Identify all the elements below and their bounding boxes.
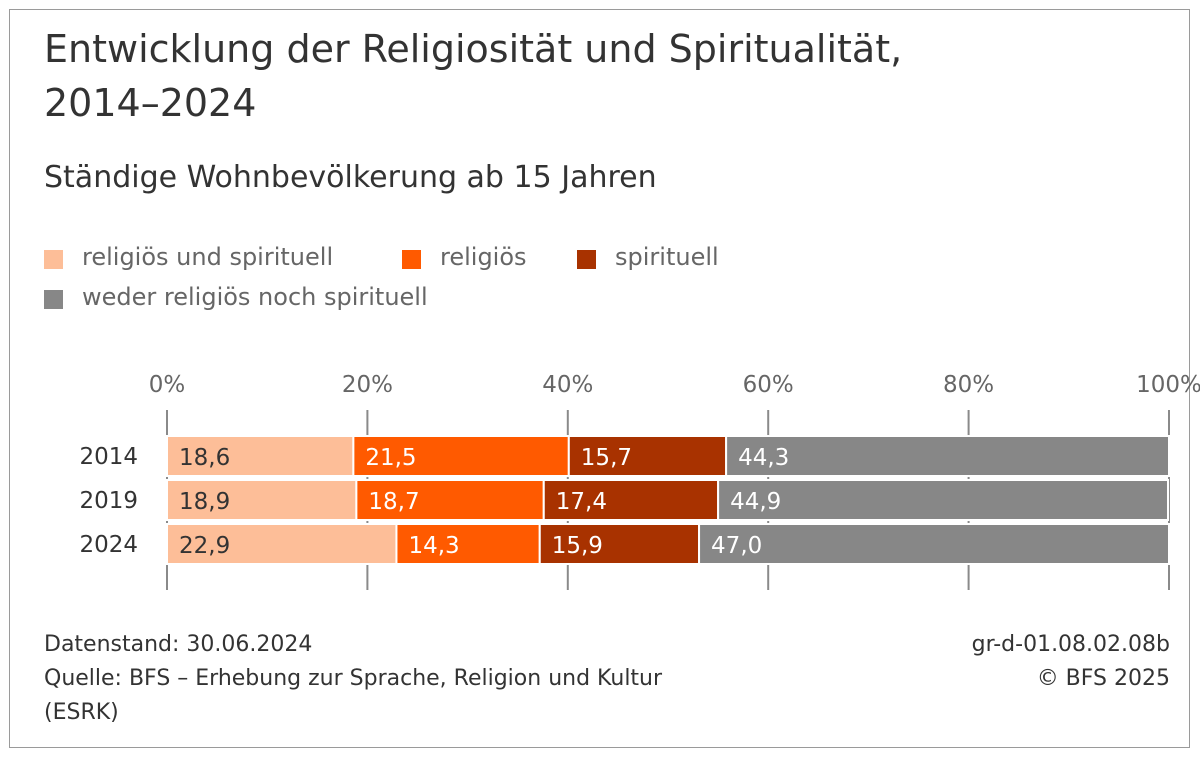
copyright: © BFS 2025	[1036, 666, 1170, 691]
bar-value-label: 15,9	[552, 533, 603, 559]
source-line-1: Quelle: BFS – Erhebung zur Sprache, Reli…	[44, 666, 663, 691]
legend-item-spirituell: spirituell	[577, 240, 777, 274]
bar-value-label: 44,9	[730, 489, 781, 515]
bar-segment	[538, 523, 701, 565]
category-label: 2014	[79, 444, 138, 470]
bar-segment	[698, 523, 1170, 565]
legend-label: religiös	[440, 243, 527, 271]
footer-meta: gr-d-01.08.02.08b © BFS 2025	[972, 628, 1170, 696]
bar-segment	[725, 435, 1171, 477]
x-tick-label: 0%	[149, 372, 186, 398]
x-tick-label: 20%	[342, 372, 393, 398]
chart-title-line-1: Entwicklung der Religiosität und Spiritu…	[44, 27, 903, 71]
chart-frame	[9, 9, 1190, 748]
legend-row-2: weder religiös noch spirituell	[44, 280, 944, 314]
bar-segment	[166, 479, 358, 521]
bar-segment	[542, 479, 720, 521]
bar-value-label: 18,9	[179, 489, 230, 515]
x-tick-label: 60%	[743, 372, 794, 398]
bar-series	[166, 435, 1171, 565]
legend-row-1: religiös und spirituell religiös spiritu…	[44, 240, 944, 274]
legend-swatch	[577, 250, 596, 269]
legend-item-religioes-und-spirituell: religiös und spirituell	[44, 240, 384, 274]
bar-segment	[355, 479, 545, 521]
legend-swatch	[44, 250, 63, 269]
chart-title: Entwicklung der Religiosität und Spiritu…	[44, 22, 1164, 130]
legend-label: spirituell	[615, 243, 719, 271]
legend-item-weder-religioes-noch-spirituell: weder religiös noch spirituell	[44, 280, 544, 314]
x-tick-label: 40%	[542, 372, 593, 398]
bar-segment	[166, 435, 355, 477]
legend-swatch	[44, 290, 63, 309]
chart-title-line-2: 2014–2024	[44, 81, 257, 125]
x-axis-tick-labels: 0% 20% 40% 60% 80% 100%	[149, 372, 1200, 398]
bar-segment	[717, 479, 1169, 521]
bar-segment	[166, 523, 398, 565]
category-label: 2024	[79, 532, 138, 558]
bar-value-label: 18,6	[179, 445, 230, 471]
bar-value-label: 22,9	[179, 533, 230, 559]
bar-value-label: 44,3	[738, 445, 789, 471]
legend-label: religiös und spirituell	[82, 243, 334, 271]
y-axis-category-labels: 2014 2019 2024	[79, 444, 138, 558]
chart-code: gr-d-01.08.02.08b	[971, 632, 1170, 657]
data-status: Datenstand: 30.06.2024	[44, 632, 313, 657]
bar-value-label: 15,7	[581, 445, 632, 471]
bar-value-label: 47,0	[711, 533, 762, 559]
bar-value-label: 18,7	[368, 489, 419, 515]
legend-item-religioes: religiös	[402, 240, 572, 274]
bar-value-label: 17,4	[556, 489, 607, 515]
bar-segment	[567, 435, 728, 477]
category-label: 2019	[79, 488, 138, 514]
footer-source: Datenstand: 30.06.2024 Quelle: BFS – Erh…	[44, 628, 824, 730]
bar-value-label: 21,5	[365, 445, 416, 471]
bar-value-label: 14,3	[408, 533, 459, 559]
bar-data-labels: 18,6 21,5 15,7 44,3 18,9 18,7 17,4 44,9 22,9 14,3…	[179, 445, 789, 559]
chart-subtitle: Ständige Wohnbevölkerung ab 15 Jahren	[44, 160, 657, 195]
x-tick-label: 100%	[1136, 372, 1200, 398]
bar-segment	[352, 435, 570, 477]
legend-swatch	[402, 250, 421, 269]
legend-label: weder religiös noch spirituell	[82, 283, 428, 311]
source-line-2: (ESRK)	[44, 700, 119, 725]
x-tick-label: 80%	[943, 372, 994, 398]
